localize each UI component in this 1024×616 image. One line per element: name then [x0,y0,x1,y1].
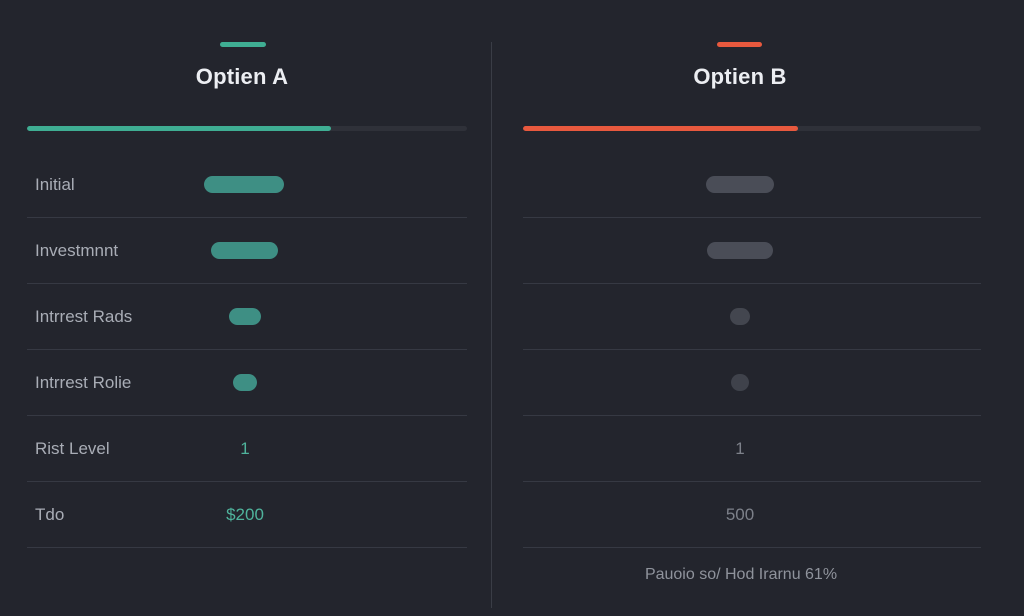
value-placeholder-pill [707,242,773,259]
option-b-progress-bar [523,126,981,131]
row-label: Intrrest Rolie [35,373,132,392]
row-label: Tdo [35,505,65,524]
option-a-rows: Initial Investmnnt Intrrest Rads Intrres… [27,152,467,548]
option-a-title: Optien A [195,64,289,89]
value-placeholder-pill [211,242,278,259]
row-value: 500 [725,505,755,524]
option-b-row-risk-level: 1 [523,416,981,482]
row-label: Rist Level [35,439,110,458]
option-a-row-risk-level: Rist Level 1 [27,416,467,482]
value-placeholder-pill [204,176,284,193]
value-placeholder-pill [731,374,749,391]
option-b-row-interest-role [523,350,981,416]
option-a-row-interest-rate: Intrrest Rads [27,284,467,350]
option-b-row-initial [523,152,981,218]
option-b-row-interest-rate [523,284,981,350]
option-a-row-total: Tdo $200 [27,482,467,548]
option-b-accent-bar [717,42,762,47]
value-placeholder-pill [730,308,750,325]
value-placeholder-pill [233,374,257,391]
option-b-rows: 1 500 [523,152,981,548]
option-a-progress-bar [27,126,467,131]
row-value: 1 [735,439,745,458]
option-a-accent-bar [220,42,266,47]
option-a-row-initial: Initial [27,152,467,218]
option-b-title: Optien B [693,64,787,89]
row-value: 1 [240,439,250,458]
option-b-row-total: 500 [523,482,981,548]
row-label: Intrrest Rads [35,307,133,326]
option-b-row-investment [523,218,981,284]
value-placeholder-pill [229,308,261,325]
column-divider [491,42,492,608]
row-label: Investmnnt [35,241,119,260]
row-value: $200 [226,505,264,524]
row-label: Initial [35,175,75,194]
option-a-row-investment: Investmnnt [27,218,467,284]
option-b-progress-fill [523,126,798,131]
value-placeholder-pill [706,176,774,193]
option-a-row-interest-role: Intrrest Rolie [27,350,467,416]
option-b-footer-note: Pauoio so/ Hod Irarnu 61% [644,566,838,583]
option-a-progress-fill [27,126,331,131]
